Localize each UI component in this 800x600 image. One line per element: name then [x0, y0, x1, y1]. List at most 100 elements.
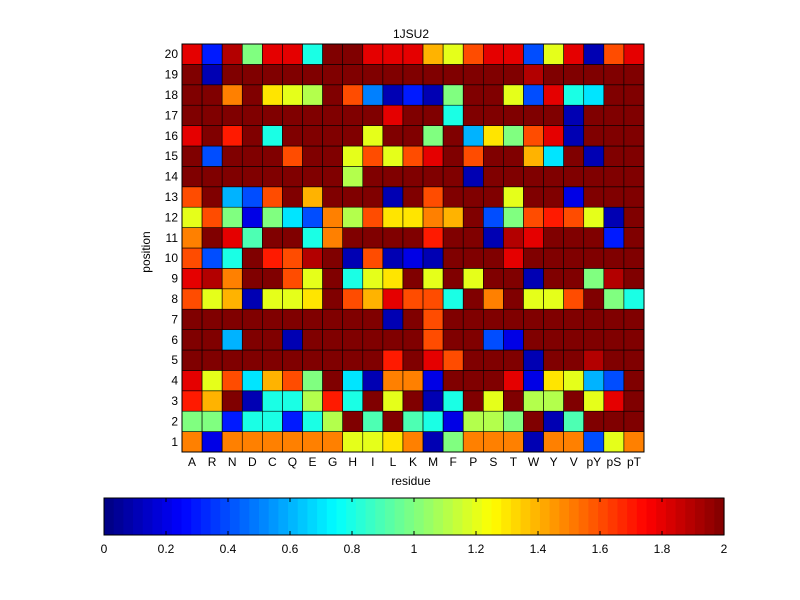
heatmap-cell [543, 288, 564, 310]
colorbar-segment [694, 498, 706, 535]
colorbar-segment [588, 498, 599, 535]
colorbar-tick-label: 1.6 [592, 542, 609, 556]
heatmap-cell [462, 166, 484, 188]
heatmap-cell [402, 329, 424, 351]
heatmap-cell [402, 431, 424, 453]
heatmap-cell [623, 145, 645, 167]
heatmap-cell [422, 431, 444, 453]
heatmap-cell [241, 186, 263, 208]
heatmap-cell [503, 329, 524, 351]
heatmap-cell [623, 247, 645, 269]
heatmap-cell [282, 145, 303, 167]
heatmap-cell [382, 64, 404, 86]
heatmap-cell [603, 308, 625, 330]
heatmap-cell [543, 125, 564, 147]
heatmap-cell [563, 104, 585, 126]
heatmap-cell [402, 186, 424, 208]
heatmap-cell [462, 43, 484, 65]
heatmap-cell [302, 186, 323, 208]
plot-frame [181, 43, 645, 453]
heatmap-cell [201, 431, 223, 453]
heatmap-cell [543, 43, 564, 65]
heatmap-cell [563, 268, 585, 290]
colorbar-segment [142, 498, 154, 535]
heatmap-cell [241, 64, 263, 86]
heatmap-cell [402, 349, 424, 371]
heatmap-cell [422, 288, 444, 310]
heatmap-cell [262, 64, 283, 86]
heatmap-cell [563, 329, 585, 351]
heatmap-cell [221, 410, 243, 432]
heatmap-cell [523, 431, 544, 453]
colorbar-segment [355, 498, 367, 535]
colorbar-segment [414, 498, 425, 535]
heatmap-cell [442, 104, 464, 126]
heatmap-cell [201, 370, 223, 392]
heatmap-cell [262, 390, 283, 412]
heatmap-cell [462, 84, 484, 106]
heatmap-cell [543, 431, 564, 453]
y-tick-label: 3 [171, 394, 178, 408]
y-tick-label: 7 [171, 312, 178, 326]
heatmap-cell [322, 390, 343, 412]
colorbar-segment [520, 498, 531, 535]
heatmap-cell [603, 206, 625, 228]
heatmap-cell [322, 84, 343, 106]
heatmap-cell [241, 227, 263, 249]
heatmap-cell [523, 308, 544, 330]
heatmap-cell [282, 410, 303, 432]
heatmap-cell [241, 268, 263, 290]
heatmap-cell [503, 84, 524, 106]
heatmap-cell [342, 206, 364, 228]
heatmap-cell [523, 349, 544, 371]
heatmap-cell [623, 186, 645, 208]
colorbar-segment [278, 498, 289, 535]
heatmap-cell [442, 206, 464, 228]
heatmap-cell [362, 370, 384, 392]
y-tick-label: 14 [165, 170, 179, 184]
colorbar-segment [288, 498, 299, 535]
heatmap-cell [422, 247, 444, 269]
heatmap-cell [241, 84, 263, 106]
heatmap-cell [382, 206, 404, 228]
heatmap-cell [342, 43, 364, 65]
heatmap-cell [603, 247, 625, 269]
heatmap-cell [362, 186, 384, 208]
heatmap-cell [302, 104, 323, 126]
heatmap-cell [382, 186, 404, 208]
colorbar-segment [307, 498, 318, 535]
heatmap-cell [583, 268, 605, 290]
heatmap-cell [322, 247, 343, 269]
heatmap-cell [583, 390, 605, 412]
heatmap-cell [382, 308, 404, 330]
heatmap-cell [603, 125, 625, 147]
heatmap-cell [302, 390, 323, 412]
heatmap-cell [382, 84, 404, 106]
heatmap-cell [221, 125, 243, 147]
heatmap-cell [563, 186, 585, 208]
heatmap-cell [563, 349, 585, 371]
colorbar-segment [433, 498, 444, 535]
heatmap-cell [402, 247, 424, 269]
heatmap-cell [221, 329, 243, 351]
heatmap-cell [262, 410, 283, 432]
heatmap-cell [402, 370, 424, 392]
heatmap-cell [523, 370, 544, 392]
heatmap-cell [563, 125, 585, 147]
heatmap-cell [503, 227, 524, 249]
colorbar-segment [443, 498, 454, 535]
heatmap-cell [523, 84, 544, 106]
heatmap-cell [181, 64, 203, 86]
heatmap-cell [422, 166, 444, 188]
heatmap-cell [362, 410, 384, 432]
heatmap-cell [181, 227, 203, 249]
heatmap-cell [241, 247, 263, 269]
heatmap-cell [442, 43, 464, 65]
heatmap-cell [583, 227, 605, 249]
heatmap-cell [262, 104, 283, 126]
heatmap-cell [221, 43, 243, 65]
colorbar-tick-label: 0.6 [282, 542, 299, 556]
heatmap-cell [282, 43, 303, 65]
colorbar-segment [559, 498, 570, 535]
heatmap-cell [583, 308, 605, 330]
